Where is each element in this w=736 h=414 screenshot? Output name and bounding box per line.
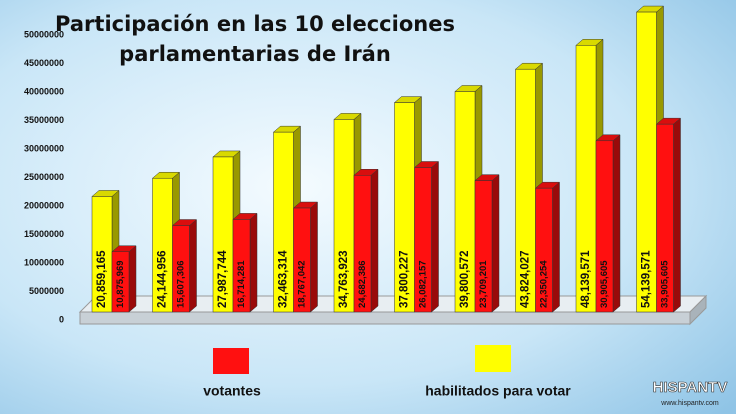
bar <box>656 123 674 313</box>
y-tick-label: 40000000 <box>24 86 64 96</box>
bar <box>535 187 553 313</box>
value-label: 20,859,165 <box>96 250 108 308</box>
y-tick-label: 50000000 <box>24 29 64 39</box>
y-tick-label: 5000000 <box>29 286 64 296</box>
bar-side <box>249 212 258 313</box>
chart-title: Participación en las 10 elecciones <box>55 12 455 36</box>
bar-side <box>370 168 379 313</box>
y-tick-label: 30000000 <box>24 143 64 153</box>
value-label: 39,800,572 <box>459 250 471 308</box>
value-label: 10,875,969 <box>115 260 126 308</box>
value-label: 54,139,571 <box>641 250 653 308</box>
legend-swatch <box>213 348 249 374</box>
bar-side <box>673 117 681 313</box>
bar-side <box>431 160 439 313</box>
bar <box>595 140 614 313</box>
bar <box>474 180 493 313</box>
bar <box>353 175 372 313</box>
bar-side <box>491 174 500 313</box>
value-label: 24,144,956 <box>157 250 169 308</box>
y-tick-label: 0 <box>59 314 64 324</box>
value-label: 27,987,744 <box>217 250 229 308</box>
value-label: 18,767,042 <box>297 260 308 308</box>
legend-label: votantes <box>203 383 261 399</box>
y-tick-label: 20000000 <box>24 200 64 210</box>
value-label: 16,714,281 <box>236 260 247 308</box>
y-tick-label: 25000000 <box>24 172 64 182</box>
chart-title: parlamentarias de Irán <box>119 42 391 66</box>
y-tick-label: 15000000 <box>24 229 64 239</box>
y-tick-label: 10000000 <box>24 257 64 267</box>
floor-front <box>79 311 691 325</box>
floor-side <box>689 294 707 326</box>
value-label: 15,607,306 <box>176 260 187 308</box>
bar-side <box>552 181 560 313</box>
value-label: 48,139,571 <box>580 250 592 308</box>
value-label: 32,463,314 <box>278 250 290 308</box>
bar <box>232 219 251 313</box>
legend-swatch <box>475 345 511 372</box>
bar <box>293 207 311 313</box>
value-label: 23,709,201 <box>478 260 489 308</box>
value-label: 26,082,157 <box>418 260 429 308</box>
bar <box>111 251 130 313</box>
bar-side <box>189 218 197 313</box>
value-label: 30,905,605 <box>599 260 610 308</box>
bar-side <box>310 201 318 313</box>
value-label: 37,800,227 <box>399 250 411 308</box>
value-label: 24,682,386 <box>357 260 368 308</box>
legend-label: habilitados para votar <box>425 383 571 399</box>
bar <box>172 225 190 313</box>
logo-url: www.hispantv.com <box>660 400 719 407</box>
bar-side <box>128 245 137 313</box>
value-label: 33,905,605 <box>660 260 671 308</box>
logo: HISPANTV <box>653 379 728 396</box>
value-label: 22,350,254 <box>539 260 550 308</box>
bar <box>414 167 432 313</box>
y-tick-label: 35000000 <box>24 115 64 125</box>
bar-side <box>612 134 621 313</box>
value-label: 43,824,027 <box>520 250 532 308</box>
y-tick-label: 45000000 <box>24 58 64 68</box>
value-label: 34,763,923 <box>338 250 350 308</box>
